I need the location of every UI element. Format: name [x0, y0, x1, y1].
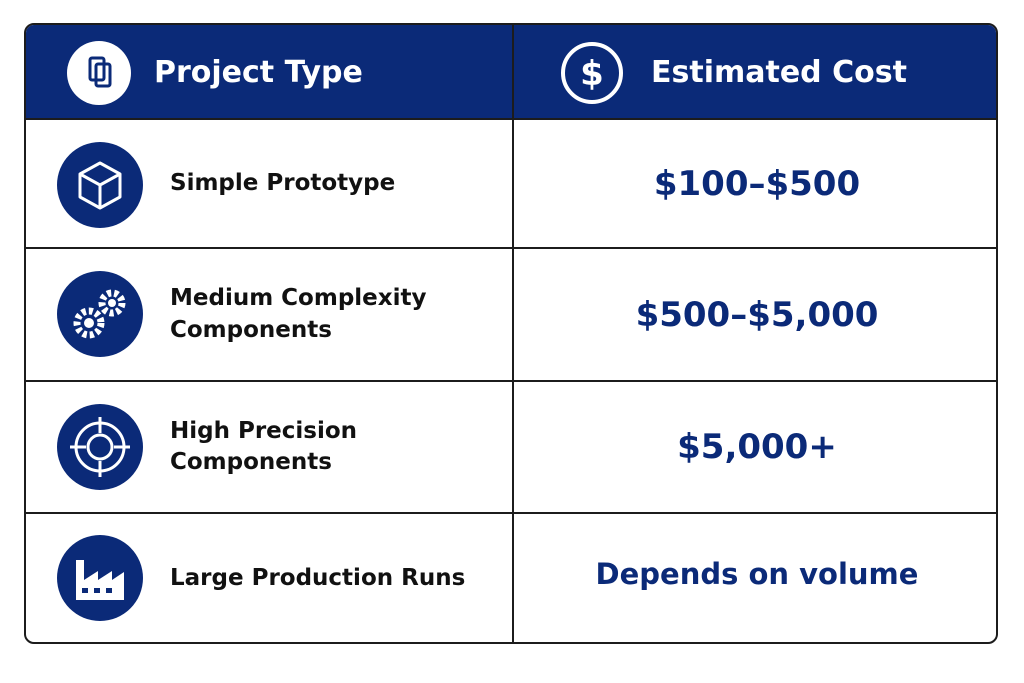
project-type: Simple Prototype: [170, 169, 396, 196]
target-icon: [57, 404, 143, 490]
project-type: Large Production Runs: [170, 565, 466, 592]
project-type: Medium Complexity Components: [170, 285, 427, 343]
row-divider: [26, 512, 996, 514]
row-divider: [26, 247, 996, 249]
estimated-cost: $5,000+: [677, 427, 837, 467]
gears-icon: [57, 271, 143, 357]
row-divider: [26, 118, 996, 120]
factory-icon: [57, 535, 143, 621]
estimated-cost: $500–$5,000: [635, 294, 879, 335]
project-type: High Precision Components: [170, 417, 358, 475]
table-header: [26, 25, 996, 120]
column-divider: [512, 25, 514, 642]
header-cell: Project Type: [154, 55, 363, 90]
cube-icon: [57, 142, 143, 228]
estimated-cost: Depends on volume: [595, 557, 919, 591]
header-cell: Estimated Cost: [651, 55, 907, 90]
estimated-cost: $100–$500: [653, 163, 861, 204]
project-icon: [67, 41, 131, 105]
cost-icon: $: [561, 42, 623, 104]
svg-text:$: $: [580, 54, 604, 94]
row-divider: [26, 380, 996, 382]
cost-table: Project Type $ Estimated Cost Simple Pro…: [24, 23, 998, 644]
